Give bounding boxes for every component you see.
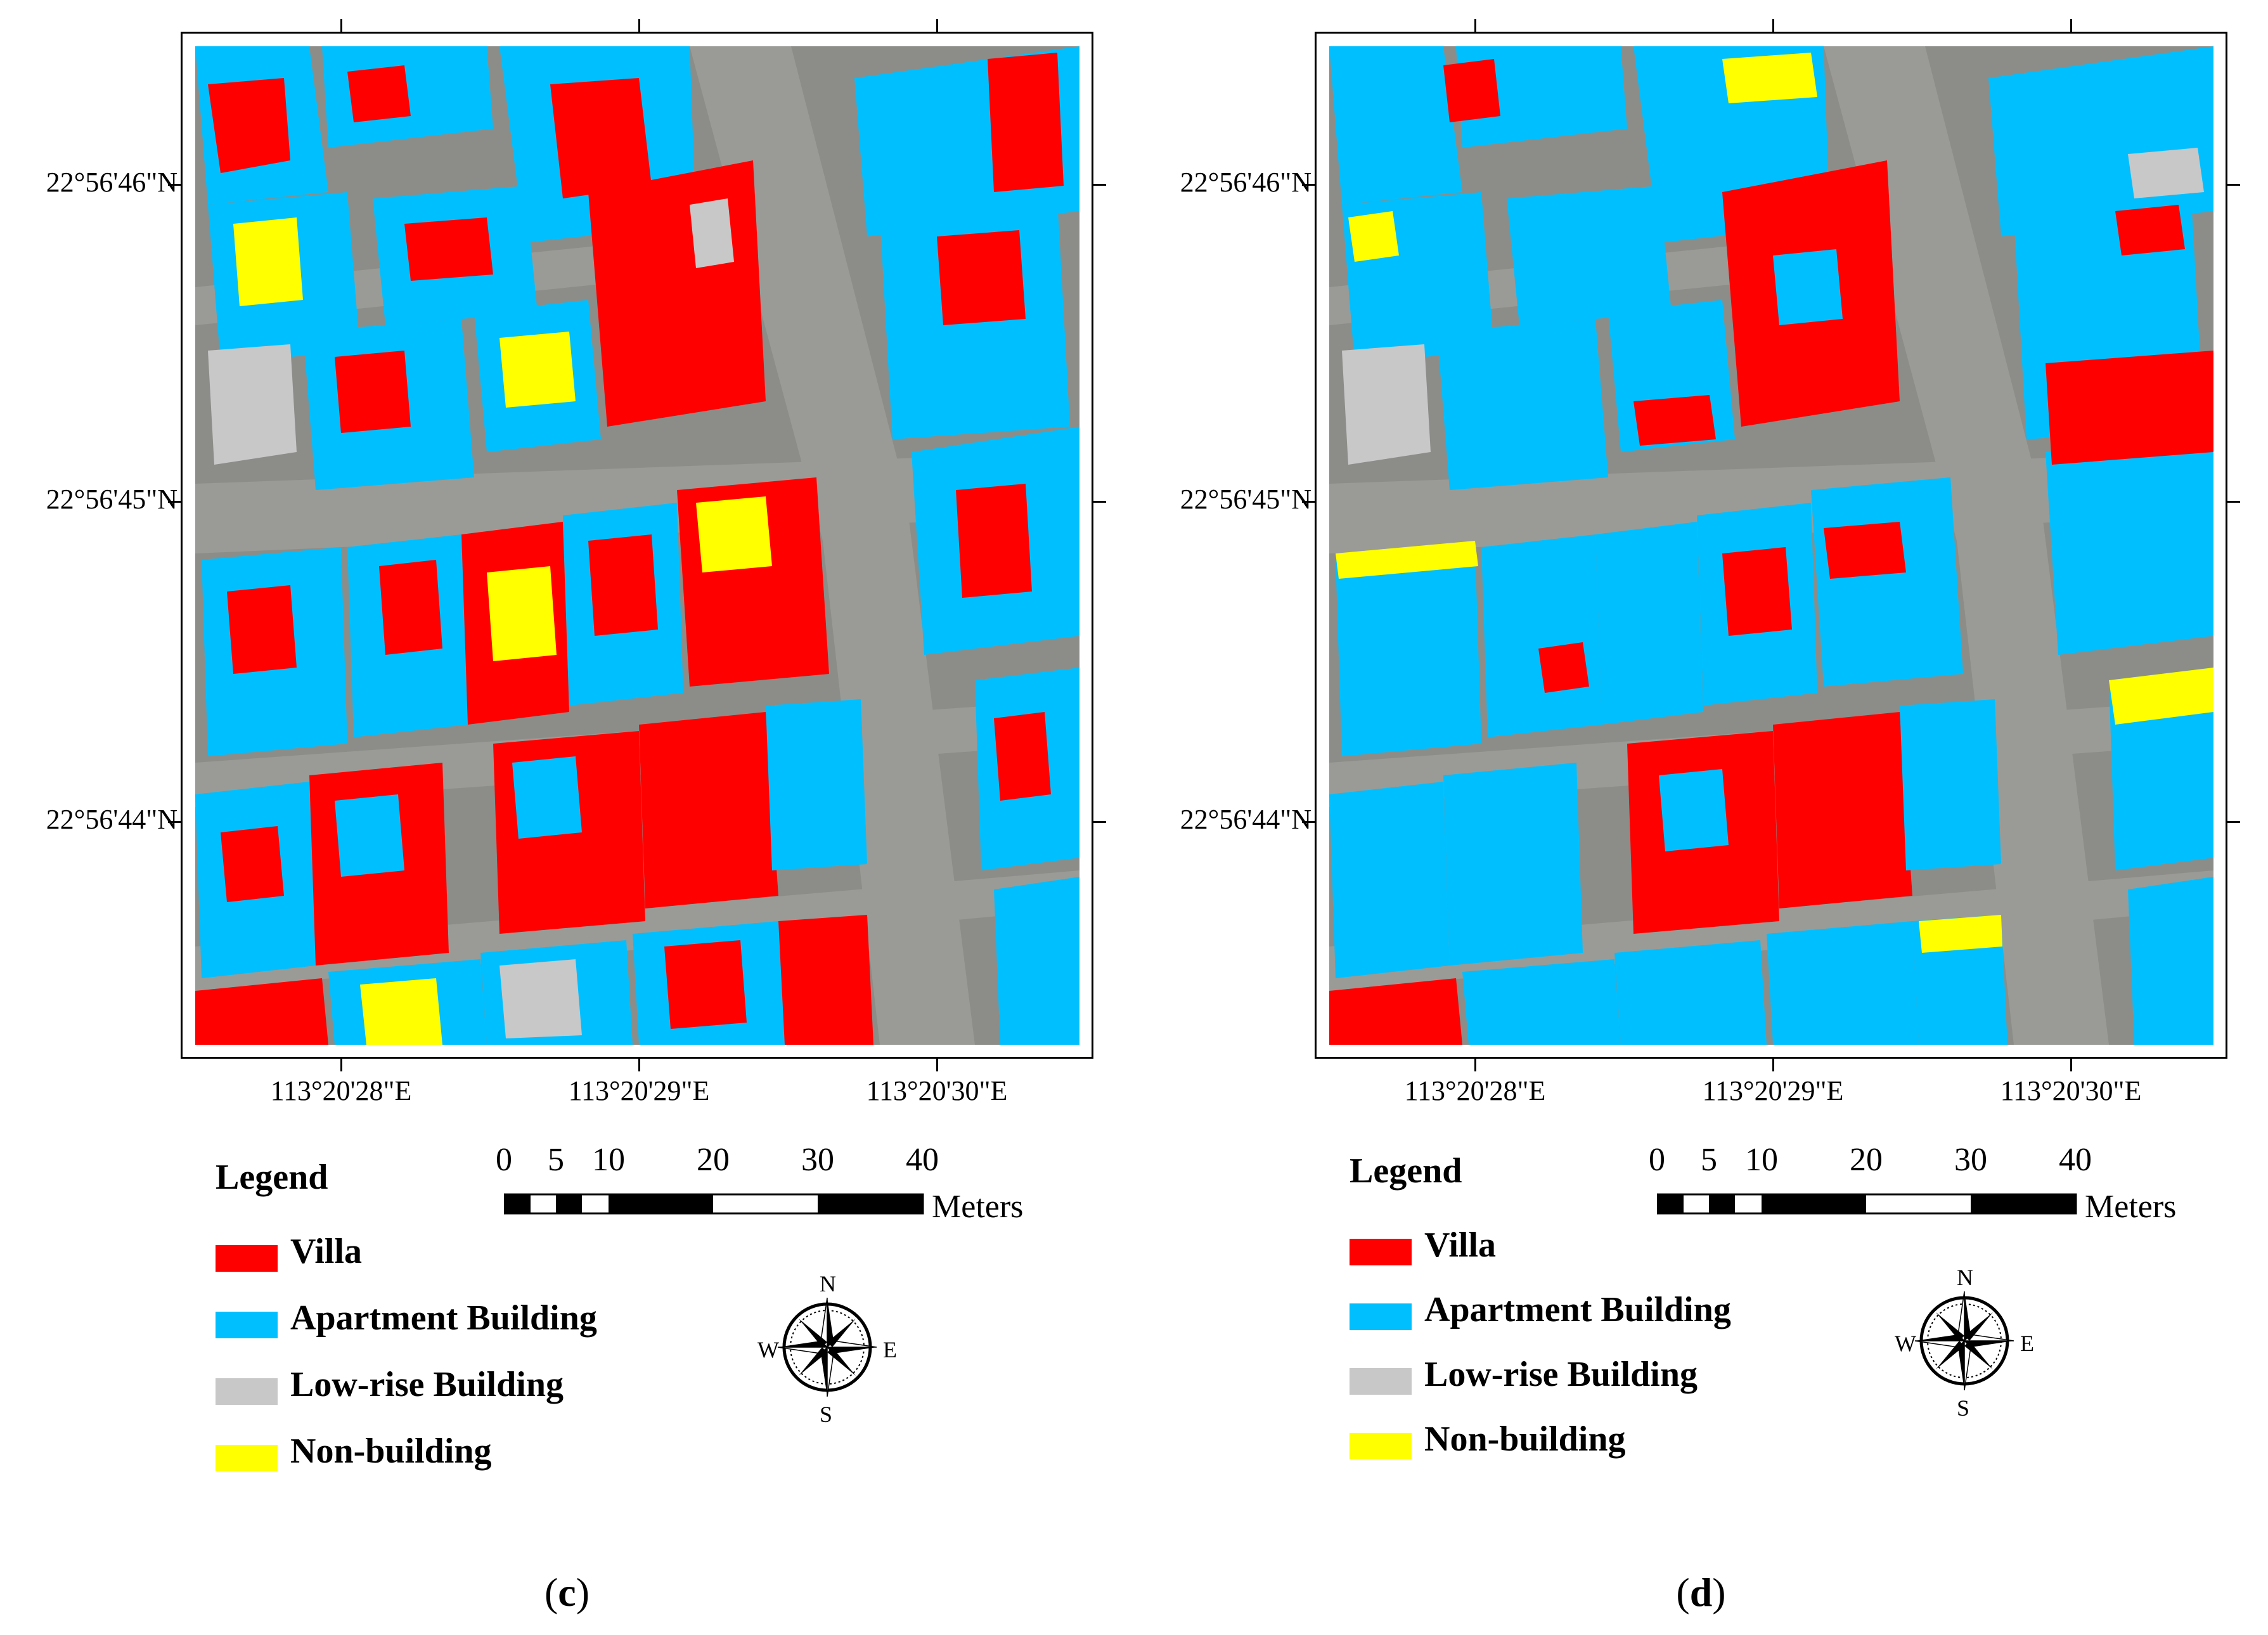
legend-swatch-low-rise [1350, 1368, 1412, 1395]
legend-label: Villa [290, 1232, 363, 1271]
classification-map-image [1329, 46, 2213, 1045]
map-panel-c: 22°56'46"N 22°56'45"N 22°56'44"N 113°20'… [46, 19, 1106, 1615]
scale-label: 5 [1701, 1142, 1717, 1178]
map-panel-d: 22°56'46"N 22°56'45"N 22°56'44"N 113°20'… [1134, 0, 2268, 1635]
compass-north-label: N [1957, 1265, 1973, 1290]
legend-label: Low-rise Building [1424, 1355, 1698, 1394]
panel-caption: (c) [544, 1570, 590, 1615]
longitude-label: 113°20'29"E [568, 1075, 710, 1106]
longitude-label: 113°20'30"E [866, 1075, 1008, 1106]
legend-label: Apartment Building [290, 1298, 597, 1338]
scale-label: 10 [592, 1142, 625, 1178]
legend-label: Non-building [290, 1431, 492, 1471]
longitude-label: 113°20'28"E [270, 1075, 412, 1106]
latitude-label: 22°56'45"N [46, 484, 177, 515]
map-frame [181, 32, 1093, 1059]
north-arrow-compass: N S W E [1895, 1265, 2034, 1421]
scale-unit: Meters [932, 1189, 1024, 1225]
latitude-label: 22°56'46"N [46, 167, 177, 198]
scale-bar: 0 5 10 20 30 40 Meters [496, 1141, 1074, 1230]
legend-label: Low-rise Building [290, 1365, 564, 1404]
scale-label: 0 [1649, 1142, 1665, 1178]
compass-south-label: S [1957, 1395, 1970, 1421]
legend-swatch-apartment [216, 1312, 278, 1338]
legend-swatch-non-building [216, 1445, 278, 1471]
scale-label: 40 [906, 1142, 939, 1178]
compass-west-label: W [757, 1337, 779, 1362]
latitude-label: 22°56'46"N [1180, 167, 1311, 198]
latitude-label: 22°56'44"N [46, 804, 177, 835]
scale-label: 20 [697, 1142, 730, 1178]
compass-east-label: E [2020, 1331, 2034, 1356]
classification-map [195, 46, 1079, 1045]
scale-label: 5 [548, 1142, 564, 1178]
compass-south-label: S [820, 1402, 833, 1427]
north-arrow-compass: N S W E [757, 1271, 897, 1427]
classification-map [1329, 46, 2213, 1045]
compass-west-label: W [1895, 1331, 1916, 1356]
compass-rose-icon [777, 1297, 877, 1397]
panel-caption: (d) [1676, 1570, 1726, 1615]
scale-bar-graphic [504, 1193, 924, 1215]
scale-label: 30 [801, 1142, 834, 1178]
scale-unit: Meters [2085, 1189, 2177, 1225]
legend-label: Apartment Building [1424, 1290, 1731, 1329]
scale-bar: 0 5 10 20 30 40 Meters [1649, 1141, 2227, 1230]
scale-label: 0 [496, 1142, 512, 1178]
compass-rose-icon [1914, 1291, 2014, 1391]
scale-label: 10 [1745, 1142, 1778, 1178]
classification-map-image [195, 46, 1079, 1045]
legend-title: Legend [216, 1158, 328, 1197]
map-frame [1315, 32, 2227, 1059]
legend-swatch-apartment [1350, 1303, 1412, 1330]
scale-label: 20 [1850, 1142, 1883, 1178]
scale-label: 40 [2059, 1142, 2092, 1178]
legend-swatch-villa [216, 1245, 278, 1272]
longitude-label: 113°20'28"E [1404, 1075, 1546, 1106]
legend-label: Villa [1424, 1225, 1497, 1265]
legend-swatch-villa [1350, 1239, 1412, 1265]
legend-title: Legend [1350, 1151, 1462, 1191]
compass-north-label: N [820, 1271, 836, 1296]
legend-swatch-low-rise [216, 1378, 278, 1405]
scale-label: 30 [1954, 1142, 1987, 1178]
scale-bar-graphic [1657, 1193, 2077, 1215]
longitude-label: 113°20'29"E [1702, 1075, 1844, 1106]
compass-east-label: E [883, 1337, 897, 1362]
latitude-label: 22°56'44"N [1180, 804, 1311, 835]
longitude-label: 113°20'30"E [2000, 1075, 2142, 1106]
legend-swatch-non-building [1350, 1433, 1412, 1459]
latitude-label: 22°56'45"N [1180, 484, 1311, 515]
legend-label: Non-building [1424, 1419, 1626, 1459]
